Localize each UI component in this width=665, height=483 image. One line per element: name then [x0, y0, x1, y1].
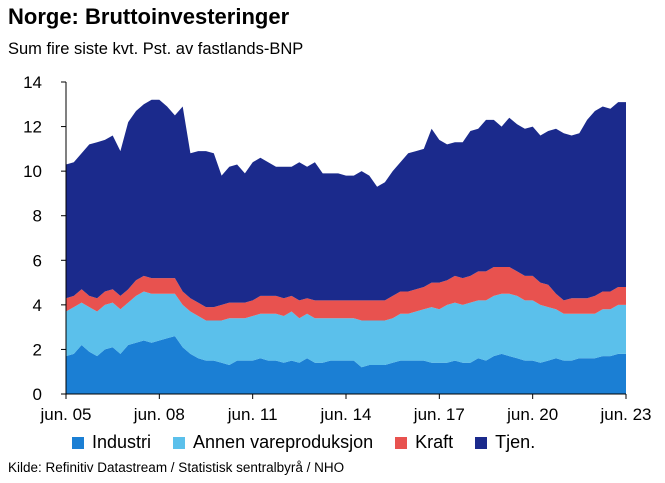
legend-label-industri: Industri [92, 432, 152, 452]
chart-subtitle: Sum fire siste kvt. Pst. av fastlands-BN… [8, 40, 304, 58]
x-tick-label: jun. 14 [319, 405, 371, 424]
y-tick-label: 8 [33, 207, 42, 226]
y-tick-label: 12 [23, 118, 42, 137]
legend-swatch-industri [72, 436, 84, 449]
x-tick-label: jun. 17 [413, 405, 465, 424]
x-tick-label: jun. 20 [506, 405, 558, 424]
legend-item-kraft: Kraft [395, 432, 453, 453]
area-annen-vareproduksjon [66, 291, 626, 368]
y-tick-label: 6 [33, 251, 42, 270]
chart-title: Norge: Bruttoinvesteringer [8, 4, 290, 29]
area-kraft [66, 267, 626, 321]
y-tick-label: 10 [23, 162, 42, 181]
legend-label-tjen: Tjen. [495, 432, 536, 452]
legend-label-annen-vareproduksjon: Annen vareproduksjon [193, 432, 374, 452]
legend-item-industri: Industri [72, 432, 151, 453]
legend-item-annen-vareproduksjon: Annen vareproduksjon [173, 432, 373, 453]
x-tick-label: jun. 08 [133, 405, 185, 424]
stacked-area-chart: 0 2 4 6 8 10 12 14 jun. 05 jun. 08 jun. 11 jun. 14 j… [23, 73, 651, 424]
x-tick-label: jun. 11 [227, 405, 278, 424]
area-industri [66, 336, 626, 394]
y-tick-label: 4 [33, 296, 42, 315]
y-tick-label: 14 [23, 73, 42, 92]
area-tjen [66, 99, 626, 308]
legend-item-tjen: Tjen. [475, 432, 535, 453]
legend-swatch-kraft [395, 436, 408, 449]
source-note: Kilde: Refinitiv Datastream / Statistisk… [8, 460, 345, 475]
legend-swatch-annen-vareproduksjon [173, 436, 186, 449]
y-tick-label: 0 [33, 385, 42, 404]
y-tick-label: 2 [33, 340, 42, 359]
legend-label-kraft: Kraft [415, 432, 454, 452]
x-tick-label: jun. 23 [599, 405, 651, 424]
x-tick-label: jun. 05 [39, 405, 91, 424]
legend-swatch-tjen [475, 436, 488, 449]
legend: Industri Annen vareproduksjon Kraft Tjen… [72, 432, 557, 453]
